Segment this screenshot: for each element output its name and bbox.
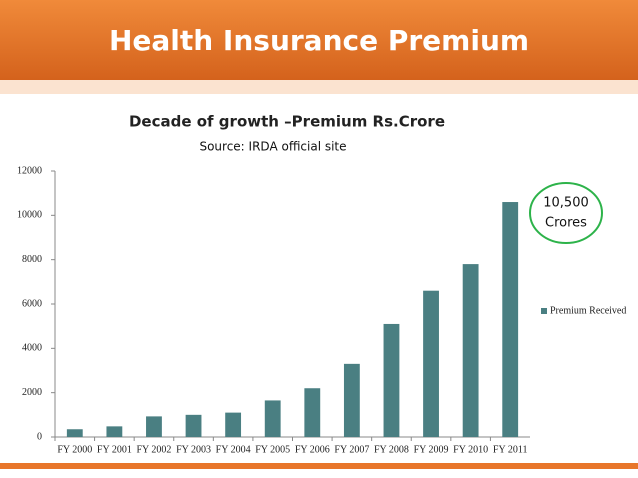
chart-title: Decade of growth –Premium Rs.Crore	[129, 113, 445, 131]
y-tick-label: 4000	[22, 343, 42, 354]
x-tick-label: FY 2005	[255, 444, 290, 455]
bar	[462, 264, 479, 437]
x-tick-label: FY 2004	[216, 444, 251, 455]
bar	[225, 412, 242, 437]
x-tick-label: FY 2010	[453, 444, 488, 455]
bar	[66, 429, 83, 437]
x-tick-label: FY 2003	[176, 444, 211, 455]
x-tick-label: FY 2006	[295, 444, 330, 455]
chart-subtitle: Source: IRDA official site	[199, 140, 346, 154]
y-tick-label: 2000	[22, 387, 42, 398]
y-tick-label: 6000	[22, 298, 42, 309]
x-tick-label: FY 2008	[374, 444, 409, 455]
y-tick-label: 12000	[17, 165, 42, 176]
slide-title: Health Insurance Premium	[109, 24, 529, 57]
x-tick-label: FY 2009	[414, 444, 449, 455]
legend-label: Premium Received	[550, 305, 626, 316]
y-tick-label: 8000	[22, 254, 42, 265]
bar	[185, 414, 202, 437]
x-tick-label: FY 2011	[493, 444, 528, 455]
bar	[343, 363, 360, 437]
annotation-text: 10,500	[543, 196, 589, 211]
header-band	[0, 0, 638, 80]
y-tick-label: 10000	[17, 210, 42, 221]
footer-band	[0, 463, 638, 469]
x-tick-label: FY 2001	[97, 444, 132, 455]
bar	[304, 388, 321, 437]
x-tick-label: FY 2000	[57, 444, 92, 455]
bar	[383, 323, 400, 437]
bar	[146, 416, 162, 437]
y-tick-label: 0	[37, 431, 42, 442]
x-tick-label: FY 2007	[334, 444, 369, 455]
annotation-text: Crores	[545, 216, 587, 231]
bar	[502, 202, 519, 437]
bar	[423, 290, 439, 437]
x-tick-label: FY 2002	[136, 444, 171, 455]
bar	[264, 400, 281, 437]
annotation-circle	[529, 182, 603, 244]
legend-swatch	[541, 308, 547, 314]
header-shadow	[0, 80, 638, 94]
bar	[106, 426, 123, 437]
